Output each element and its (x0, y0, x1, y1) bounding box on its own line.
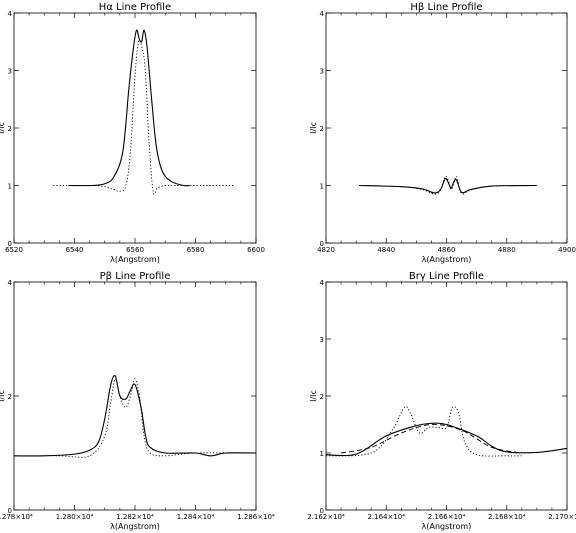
panel-3: 1.278×10⁴ 1.280×10⁴ 1.282×10⁴ 1.284×10⁴ 1.28… (0, 271, 275, 531)
y-tick-label: 3 (320, 68, 324, 76)
y-tick-label: 4 (320, 279, 325, 287)
y-tick-label: 2 (8, 125, 12, 133)
plot-frame (13, 12, 257, 244)
x-tick-label: 1.280×10⁴ (56, 513, 94, 521)
y-tick-label: 3 (8, 68, 12, 76)
x-tick-label: 2.164×10⁴ (367, 513, 405, 521)
x-tick-label: 4820 (317, 246, 335, 254)
panel-1: 6520 6540 6560 6580 6600 0 1 2 3 4 Hα Line Profile… (0, 2, 265, 264)
panel-title: Hβ Line Profile (410, 2, 482, 13)
panel-title: Hα Line Profile (99, 2, 171, 13)
x-tick-label: 6540 (66, 246, 84, 254)
x-tick-label: 1.284×10⁴ (177, 513, 215, 521)
plot-frame (13, 281, 257, 511)
y-tick-label: 0 (320, 240, 324, 248)
x-axis-label: λ(Angstrom) (110, 522, 160, 531)
series-line-dotted (53, 39, 235, 195)
y-tick-label: 1 (320, 183, 324, 191)
x-tick-label: 6580 (187, 246, 205, 254)
y-tick-label: 0 (8, 507, 12, 515)
x-tick-label: 2.168×10⁴ (488, 513, 526, 521)
plot-frame (325, 281, 568, 511)
series-line-dashed (340, 424, 522, 454)
y-tick-label: 1 (320, 450, 324, 458)
y-tick-label: 2 (320, 125, 324, 133)
y-tick-label: 4 (8, 10, 13, 18)
panel-title: Pβ Line Profile (100, 271, 171, 282)
panel-title: Brγ Line Profile (409, 271, 484, 282)
x-tick-label: 4840 (377, 246, 395, 254)
series-line-dotted (359, 175, 537, 195)
x-tick-label: 6560 (126, 246, 144, 254)
x-axis-label: λ(Angstrom) (422, 522, 472, 531)
y-tick-label: 0 (320, 507, 324, 515)
x-tick-label: 4900 (558, 246, 576, 254)
series-line-solid (325, 422, 568, 457)
y-axis-label: I/Ic (309, 390, 318, 402)
series-line-dotted (14, 378, 257, 458)
x-tick-label: 2.166×10⁴ (428, 513, 466, 521)
panel-2: 4820 4840 4860 4880 4900 0 1 2 3 4 Hβ Line Profile… (309, 2, 576, 264)
y-axis-label: I/Ic (0, 390, 6, 402)
plot-frame (325, 12, 568, 244)
y-axis-label: I/Ic (0, 122, 6, 134)
y-axis-label: I/Ic (309, 122, 318, 134)
x-axis-label: λ(Angstrom) (110, 255, 160, 264)
x-tick-label: 2.170×10⁴ (548, 513, 576, 521)
y-tick-label: 4 (8, 279, 13, 287)
x-tick-label: 4880 (498, 246, 516, 254)
series-line-dotted (325, 406, 522, 457)
x-tick-label: 6520 (5, 246, 23, 254)
series-line-solid (13, 375, 257, 457)
y-tick-label: 1 (8, 183, 12, 191)
panel-4: 2.162×10⁴ 2.164×10⁴ 2.166×10⁴ 2.168×10⁴ 2.17… (307, 271, 576, 531)
y-tick-label: 2 (8, 393, 12, 401)
x-tick-label: 1.282×10⁴ (116, 513, 154, 521)
x-tick-label: 2.162×10⁴ (307, 513, 345, 521)
series-line-solid (68, 29, 190, 187)
x-tick-label: 4860 (438, 246, 456, 254)
y-tick-label: 4 (320, 10, 325, 18)
y-tick-label: 0 (8, 240, 12, 248)
y-tick-label: 2 (320, 393, 324, 401)
y-tick-label: 3 (320, 336, 324, 344)
x-tick-label: 1.278×10⁴ (0, 513, 33, 521)
x-tick-label: 6600 (247, 246, 265, 254)
x-axis-label: λ(Angstrom) (422, 255, 472, 264)
x-tick-label: 1.286×10⁴ (237, 513, 275, 521)
